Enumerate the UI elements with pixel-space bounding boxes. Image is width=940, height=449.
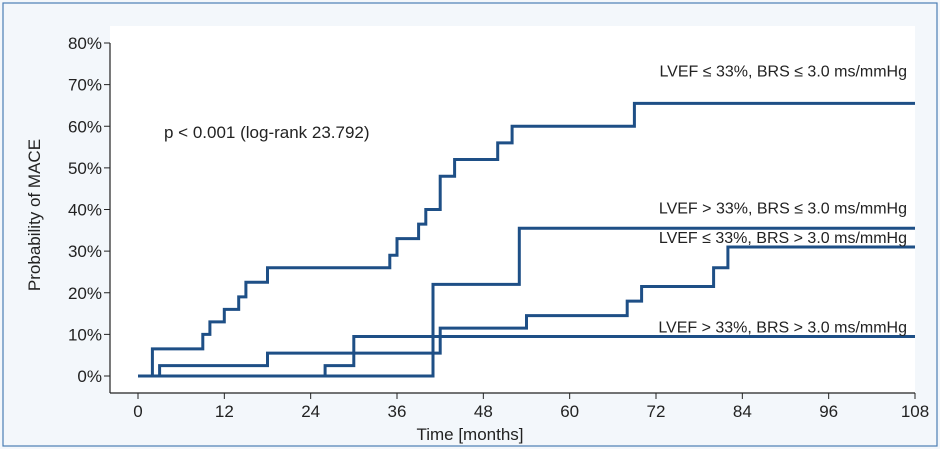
x-tick-label: 84 [733,402,752,421]
series-label: LVEF > 33%, BRS > 3.0 ms/mmHg [658,319,907,336]
x-tick-label: 60 [560,402,579,421]
axes: 0% 10% 20% 30% 40% 50% 60% 70% 80% 0 12 24 36 48 60 72 8… [68,34,929,421]
y-tick-label: 10% [68,325,102,344]
y-tick-label: 50% [68,159,102,178]
series-label: LVEF ≤ 33%, BRS > 3.0 ms/mmHg [659,230,907,247]
annotation: p < 0.001 (log-rank 23.792) [164,123,370,142]
plot-area [110,26,915,393]
x-tick-label: 0 [133,402,142,421]
series-line [138,245,915,378]
y-tick-label: 0% [77,367,102,386]
series-label: LVEF > 33%, BRS ≤ 3.0 ms/mmHg [659,201,907,218]
x-tick-label: 96 [819,402,838,421]
y-tick-label: 20% [68,284,102,303]
x-tick-label: 36 [388,402,407,421]
x-tick-label: 24 [301,402,320,421]
series-line [138,226,915,378]
x-tick-label: 72 [647,402,666,421]
y-tick-label: 40% [68,201,102,220]
x-tick-label: 108 [901,402,929,421]
x-tick-label: 48 [474,402,493,421]
x-axis-label: Time [months] [416,425,523,444]
y-tick-label: 60% [68,117,102,136]
series-labels: LVEF ≤ 33%, BRS ≤ 3.0 ms/mmHg LVEF > 33%,… [658,63,907,336]
series-line [138,101,915,378]
series-lines [138,101,915,378]
y-axis-label: Probability of MACE [25,139,44,291]
series-label: LVEF ≤ 33%, BRS ≤ 3.0 ms/mmHg [659,63,907,80]
x-tick-label: 12 [215,402,234,421]
series-line [138,335,915,378]
y-tick-label: 70% [68,76,102,95]
y-tick-label: 30% [68,242,102,261]
y-tick-label: 80% [68,34,102,53]
